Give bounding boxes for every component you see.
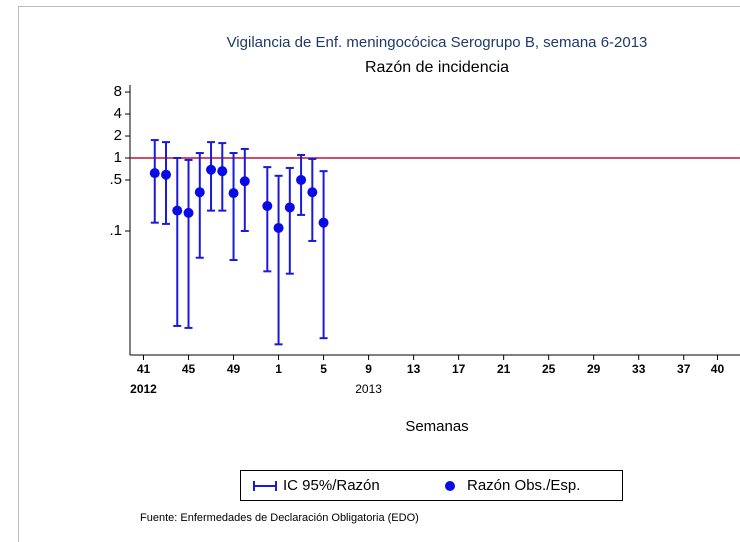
chart-title: Vigilancia de Enf. meningocócica Serogru… [227, 34, 648, 51]
legend-swatch [445, 481, 455, 491]
x-tick-label: 40 [711, 362, 725, 376]
point [183, 207, 194, 218]
source-note: Fuente: Enfermedades de Declaración Obli… [140, 512, 419, 524]
point [149, 168, 160, 179]
point [217, 166, 228, 177]
x-tick-label: 45 [182, 362, 196, 376]
y-tick-label: .5 [109, 171, 122, 188]
point [284, 202, 295, 213]
y-tick-label: 8 [114, 83, 122, 100]
legend [240, 470, 623, 501]
x-tick-label: 13 [407, 362, 421, 376]
point [307, 187, 318, 198]
point [296, 174, 307, 185]
x-tick-label: 29 [587, 362, 601, 376]
legend-label: Razón Obs./Esp. [467, 477, 580, 494]
point [239, 176, 250, 187]
point [318, 217, 329, 228]
point [273, 222, 284, 233]
y-tick-label: 1 [114, 149, 122, 166]
point [262, 200, 273, 211]
point [228, 188, 239, 199]
point [161, 169, 172, 180]
x-tick-label: 25 [542, 362, 556, 376]
frame [18, 6, 740, 542]
x-tick-label: 1 [275, 362, 282, 376]
point [172, 205, 183, 216]
x-tick-label: 41 [137, 362, 151, 376]
legend-label: IC 95%/Razón [283, 477, 380, 494]
year-label: 2013 [355, 382, 382, 396]
chart-subtitle: Razón de incidencia [365, 59, 509, 76]
x-tick-label: 5 [320, 362, 327, 376]
y-tick-label: 2 [114, 127, 122, 144]
y-tick-label: .1 [109, 222, 122, 239]
point [206, 164, 217, 175]
x-tick-label: 17 [452, 362, 466, 376]
y-tick-label: 4 [114, 105, 122, 122]
x-tick-label: 49 [227, 362, 241, 376]
x-tick-label: 33 [632, 362, 646, 376]
point [194, 187, 205, 198]
x-tick-label: 9 [365, 362, 372, 376]
year-label: 2012 [130, 382, 157, 396]
x-tick-label: 37 [677, 362, 691, 376]
x-tick-label: 21 [497, 362, 511, 376]
x-axis-label: Semanas [405, 418, 468, 435]
